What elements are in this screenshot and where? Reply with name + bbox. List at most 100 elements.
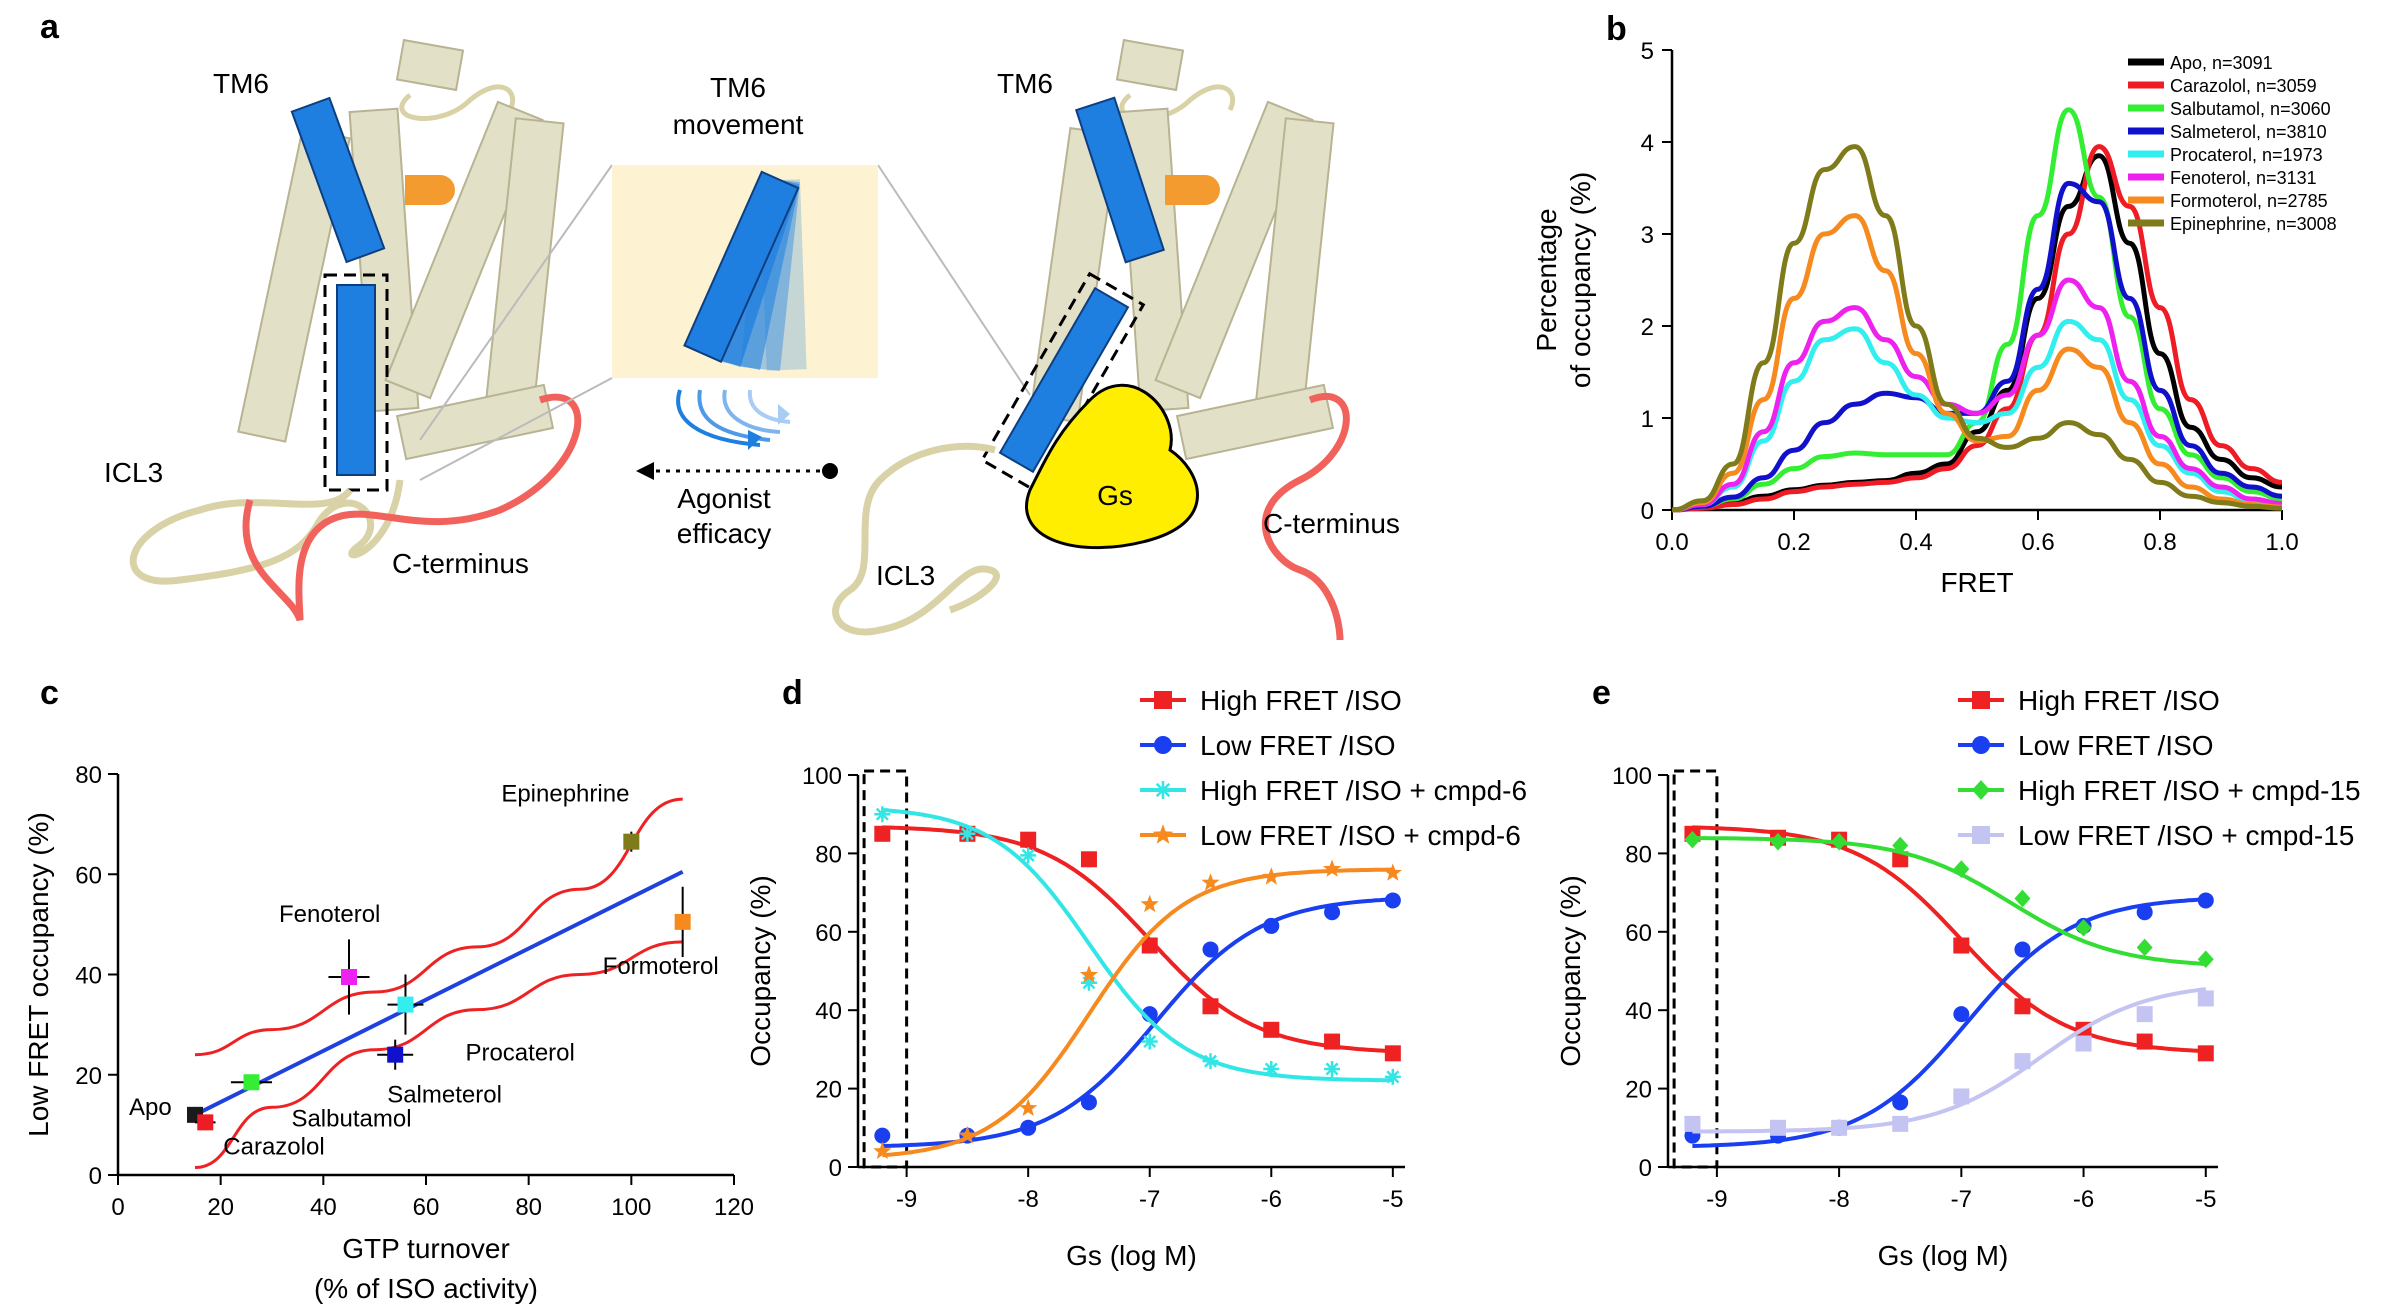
data-point-2-8: [2197, 950, 2214, 969]
y-tick-label: 5: [1641, 38, 1654, 65]
legend-label-4: Procaterol, n=1973: [2170, 145, 2323, 165]
x-axis-title: Gs (log M): [1066, 1240, 1197, 1271]
data-point-2: [243, 1074, 260, 1091]
data-point-3-6: [2075, 1035, 2092, 1052]
y-axis-title-line: of occupancy (%): [1565, 172, 1596, 388]
data-point-0-3: [1080, 851, 1097, 868]
x-tick-label: -9: [1706, 1186, 1727, 1213]
tm6-label-left: TM6: [213, 68, 269, 99]
x-tick-label: -6: [1261, 1186, 1282, 1213]
data-point-0-8: [1384, 1045, 1401, 1062]
y-tick-label: 60: [75, 862, 102, 889]
tm6-movement-inset: TM6 movement Agonist efficacy: [612, 72, 878, 549]
data-point-0-3: [1892, 851, 1909, 868]
y-axis-title-line: Percentage: [1531, 208, 1562, 351]
legend-marker-1: [1154, 736, 1172, 754]
fit-curve-0: [882, 825, 1393, 1054]
data-point-2-8: [1384, 1068, 1401, 1085]
data-point-2-0: [874, 806, 891, 823]
panel-e-titration-cmpd15: e -9 -8 -7 -6 -5 0 20 40 60 80 100 Gs (log M) Occupa…: [1555, 674, 2361, 1271]
legend-marker-0: [1972, 691, 1990, 709]
fit-curve-0: [1692, 825, 2206, 1054]
regression-line: [194, 869, 684, 1117]
data-point-1-0: [874, 1127, 891, 1144]
tm6-label-right: TM6: [997, 68, 1053, 99]
data-point-3-2: [1019, 1098, 1038, 1116]
point-label-6: Epinephrine: [501, 781, 629, 808]
x-tick-label: 0.4: [1899, 529, 1932, 556]
legend-label-1: Low FRET /ISO: [1200, 730, 1396, 761]
x-tick-label: 0: [111, 1194, 124, 1221]
y-tick-label: 40: [815, 998, 842, 1025]
ligand-icon: [1165, 175, 1220, 205]
data-point-2-4: [1953, 860, 1970, 878]
data-point-3-3: [1892, 1115, 1909, 1132]
cterm-label-left: C-terminus: [392, 548, 529, 579]
cterm-label-right: C-terminus: [1263, 508, 1400, 539]
series-line-3: [1671, 180, 2283, 513]
legend-marker-2: [1154, 781, 1172, 799]
fit-curve-3: [1692, 987, 2207, 1134]
legend-label-1: Low FRET /ISO: [2018, 730, 2214, 761]
x-axis-title-line2: (% of ISO activity): [314, 1273, 538, 1304]
legend-label-7: Epinephrine, n=3008: [2170, 214, 2337, 234]
legend-label-2: High FRET /ISO + cmpd-6: [1200, 775, 1527, 806]
data-point-1-3: [1080, 1094, 1097, 1111]
legend-marker-3: [1972, 826, 1990, 844]
legend-label-0: High FRET /ISO: [2018, 685, 2220, 716]
data-point-1-5: [1202, 941, 1219, 958]
y-tick-label: 80: [75, 762, 102, 789]
legend-label-3: Low FRET /ISO + cmpd-15: [2018, 820, 2354, 851]
point-label-2: Salbutamol: [291, 1105, 411, 1132]
receptor-active-illustration: Gs TM6 ICL3 C-terminus: [832, 38, 1400, 641]
x-tick-label: 0.2: [1777, 529, 1810, 556]
y-tick-label: 4: [1641, 130, 1654, 157]
data-point-1-5: [2014, 941, 2031, 958]
data-point-2-5: [1202, 1053, 1219, 1070]
data-point-0-4: [1141, 937, 1158, 954]
y-tick-label: 0: [829, 1155, 842, 1182]
icl3-label-left: ICL3: [104, 457, 163, 488]
y-tick-label: 2: [1641, 314, 1654, 341]
data-point-1-2: [1020, 1119, 1037, 1136]
data-point-1-4: [1953, 1006, 1970, 1023]
point-label-7: Formoterol: [603, 953, 719, 980]
x-axis-title: FRET: [1940, 567, 2013, 598]
x-tick-label: 0.6: [2021, 529, 2054, 556]
y-tick-label: 60: [815, 920, 842, 947]
tm6-helix-upper-active: [1074, 96, 1166, 264]
data-point-0-4: [1953, 937, 1970, 954]
point-label-5: Fenoterol: [279, 901, 380, 928]
data-point-2-2: [1020, 847, 1037, 864]
data-point-2-1: [1770, 832, 1786, 851]
tm6-helix-lower-active: [998, 286, 1130, 474]
data-point-2-6: [2075, 919, 2092, 937]
data-point-0-2: [1020, 831, 1037, 848]
y-tick-label: 0: [89, 1163, 102, 1190]
data-point-3-0: [873, 1141, 892, 1160]
data-point-0-0: [874, 825, 891, 842]
fit-curve-3: [882, 867, 1393, 1158]
x-tick-label: 0.8: [2143, 529, 2176, 556]
y-tick-label: 40: [1625, 998, 1652, 1025]
tm6-helix-upper: [290, 96, 386, 264]
y-tick-label: 20: [815, 1077, 842, 1104]
series-line-4: [1671, 318, 2283, 513]
data-point-0-5: [1202, 998, 1219, 1015]
data-point-1: [197, 1114, 214, 1131]
fit-curve-1: [882, 897, 1393, 1148]
y-tick-label: 100: [802, 763, 842, 790]
y-tick-label: 80: [815, 841, 842, 868]
data-point-3-1: [1770, 1119, 1786, 1136]
x-tick-label: -5: [2195, 1186, 2216, 1213]
data-point-1-6: [1263, 917, 1280, 934]
data-point-2-7: [1324, 1061, 1341, 1077]
legend-marker-2: [1972, 780, 1990, 800]
panel-b-letter: b: [1606, 10, 1627, 48]
data-point-3-7: [1322, 859, 1342, 877]
tm6-helix-lower: [336, 284, 376, 476]
fit-curve-2: [1692, 836, 2206, 966]
x-tick-label: -9: [896, 1186, 917, 1213]
series-line-1: [1671, 144, 2283, 513]
